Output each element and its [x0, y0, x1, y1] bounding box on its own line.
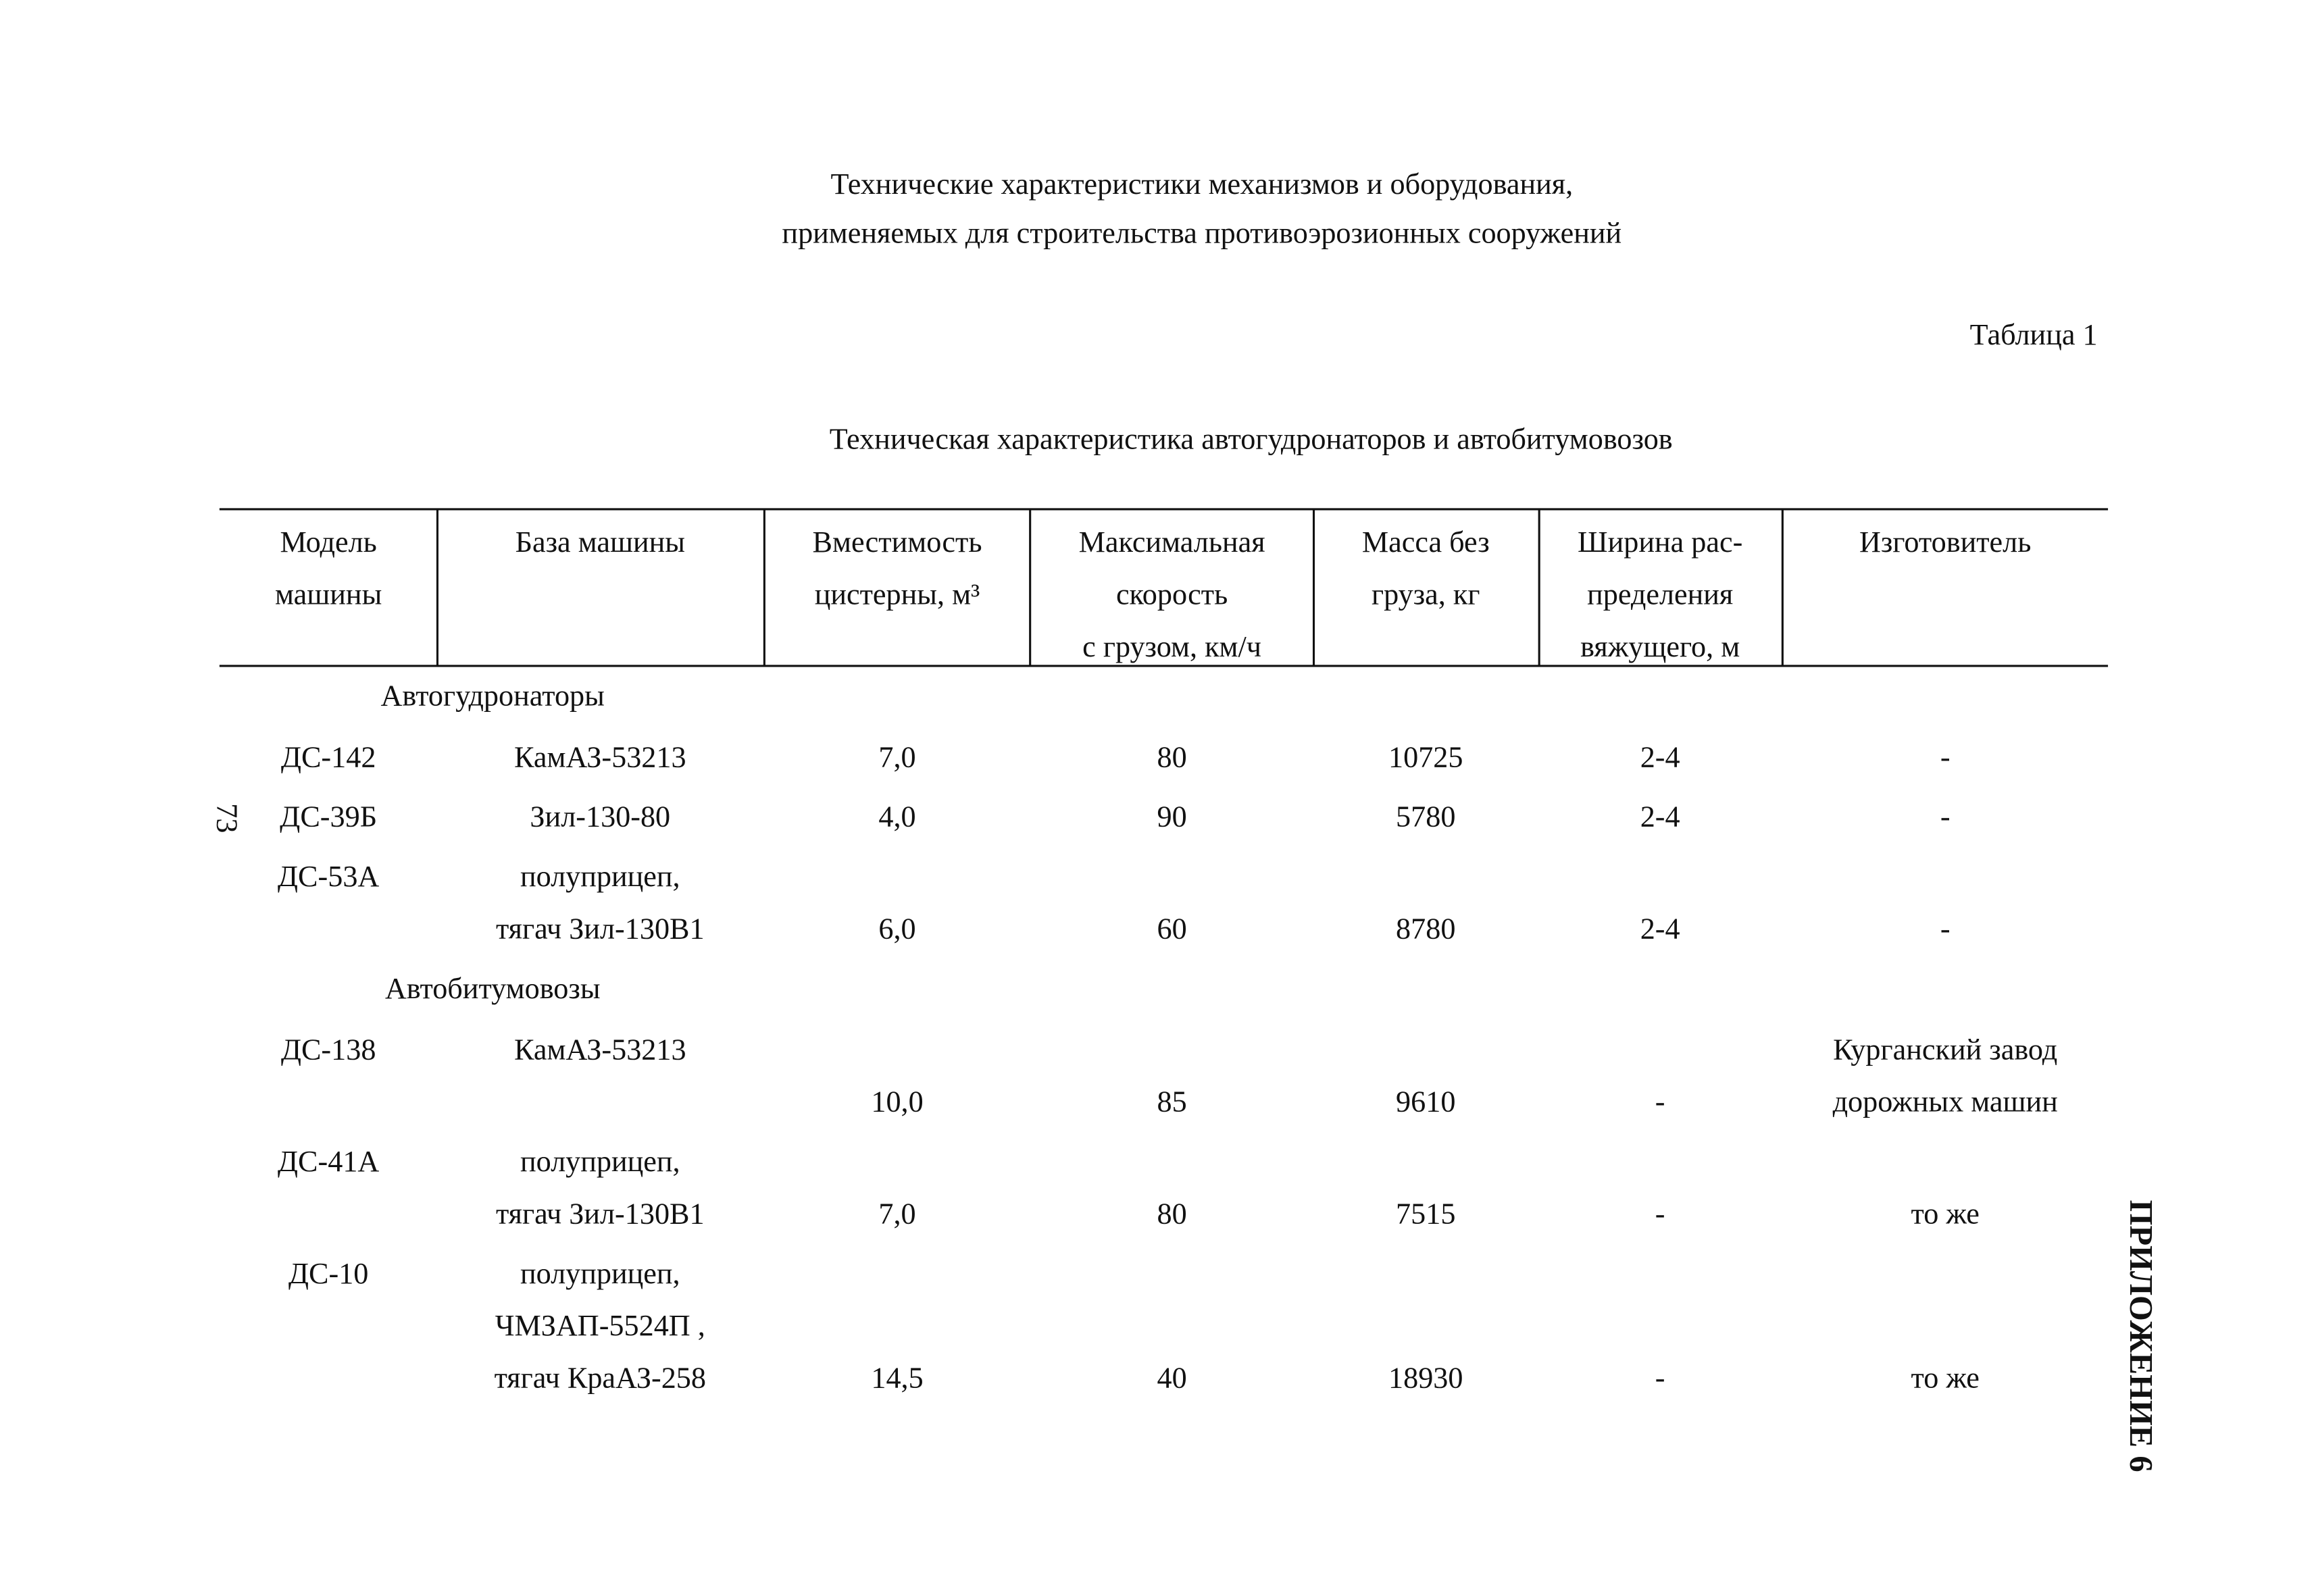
cell-width: 2-4	[1640, 740, 1680, 773]
cell-base: тягач Зил-130В1	[496, 1197, 705, 1230]
cell-model: ДС-142	[281, 740, 376, 773]
column-header: груза, кг	[1372, 577, 1480, 611]
title-line: применяемых для строительства противоэро…	[782, 217, 1621, 250]
cell-maker: -	[1940, 800, 1951, 833]
cell-base: полуприцеп,	[520, 860, 680, 893]
cell-speed: 80	[1157, 740, 1187, 773]
cell-model: ДС-10	[288, 1257, 369, 1290]
cell-capacity: 7,0	[878, 740, 915, 773]
cell-maker: то же	[1911, 1362, 1979, 1395]
cell-mass: 7515	[1396, 1197, 1455, 1230]
cell-width: 2-4	[1640, 800, 1680, 833]
cell-speed: 60	[1157, 912, 1187, 945]
column-header: цистерны, м³	[815, 577, 980, 611]
cell-speed: 85	[1157, 1085, 1187, 1118]
cell-base: тягач Зил-130В1	[496, 912, 705, 945]
column-header: Масса без	[1362, 525, 1490, 559]
cell-mass: 18930	[1388, 1362, 1463, 1395]
cell-mass: 9610	[1396, 1085, 1455, 1118]
cell-base: полуприцеп,	[520, 1257, 680, 1290]
cell-base: полуприцеп,	[520, 1145, 680, 1178]
table-label: Таблица 1	[1970, 318, 2098, 351]
cell-capacity: 14,5	[871, 1362, 923, 1395]
table-title: Техническая характеристика автогудронато…	[830, 423, 1673, 456]
column-header: Изготовитель	[1859, 525, 2031, 559]
cell-speed: 90	[1157, 800, 1187, 833]
cell-width: 2-4	[1640, 912, 1680, 945]
column-header: Ширина рас-	[1578, 525, 1742, 559]
cell-maker: дорожных машин	[1833, 1085, 2058, 1118]
cell-model: ДС-39Б	[280, 800, 377, 833]
cell-width: -	[1655, 1362, 1665, 1395]
cell-base: Зил-130-80	[530, 800, 670, 833]
cell-capacity: 4,0	[878, 800, 915, 833]
cell-base: КамАЗ-53213	[514, 740, 686, 773]
cell-base: КамАЗ-53213	[514, 1033, 686, 1066]
column-header: Максимальная	[1079, 525, 1265, 559]
cell-mass: 5780	[1396, 800, 1455, 833]
cell-maker: -	[1940, 740, 1951, 773]
cell-mass: 8780	[1396, 912, 1455, 945]
cell-maker: -	[1940, 912, 1951, 945]
cell-speed: 80	[1157, 1197, 1187, 1230]
appendix-label: ПРИЛОЖЕНИЕ 6	[2123, 1200, 2159, 1472]
cell-base: тягач КраАЗ-258	[495, 1362, 706, 1395]
cell-model: ДС-138	[281, 1033, 376, 1066]
cell-model: ДС-41А	[278, 1145, 380, 1178]
column-header: скорость	[1116, 577, 1228, 611]
cell-capacity: 6,0	[878, 912, 915, 945]
cell-speed: 40	[1157, 1362, 1187, 1395]
column-header: машины	[275, 577, 382, 611]
title-line: Технические характеристики механизмов и …	[830, 168, 1573, 201]
group-label: Автогудронаторы	[381, 679, 605, 713]
cell-capacity: 10,0	[871, 1085, 923, 1118]
cell-base: ЧМЗАП-5524П ,	[495, 1309, 705, 1342]
column-header: с грузом, км/ч	[1082, 630, 1261, 663]
cell-capacity: 7,0	[878, 1197, 915, 1230]
cell-maker: Курганский завод	[1833, 1033, 2057, 1066]
cell-model: ДС-53А	[278, 860, 380, 893]
cell-width: -	[1655, 1197, 1665, 1230]
column-header: Модель	[280, 525, 376, 559]
column-header: Вместимость	[813, 525, 982, 559]
page-number: 73	[210, 803, 243, 833]
group-label: Автобитумовозы	[385, 972, 601, 1005]
cell-maker: то же	[1911, 1197, 1979, 1230]
column-header: пределения	[1587, 577, 1733, 611]
column-header: База машины	[515, 525, 685, 559]
column-header: вяжущего, м	[1580, 630, 1740, 663]
cell-width: -	[1655, 1085, 1665, 1118]
cell-mass: 10725	[1388, 740, 1463, 773]
